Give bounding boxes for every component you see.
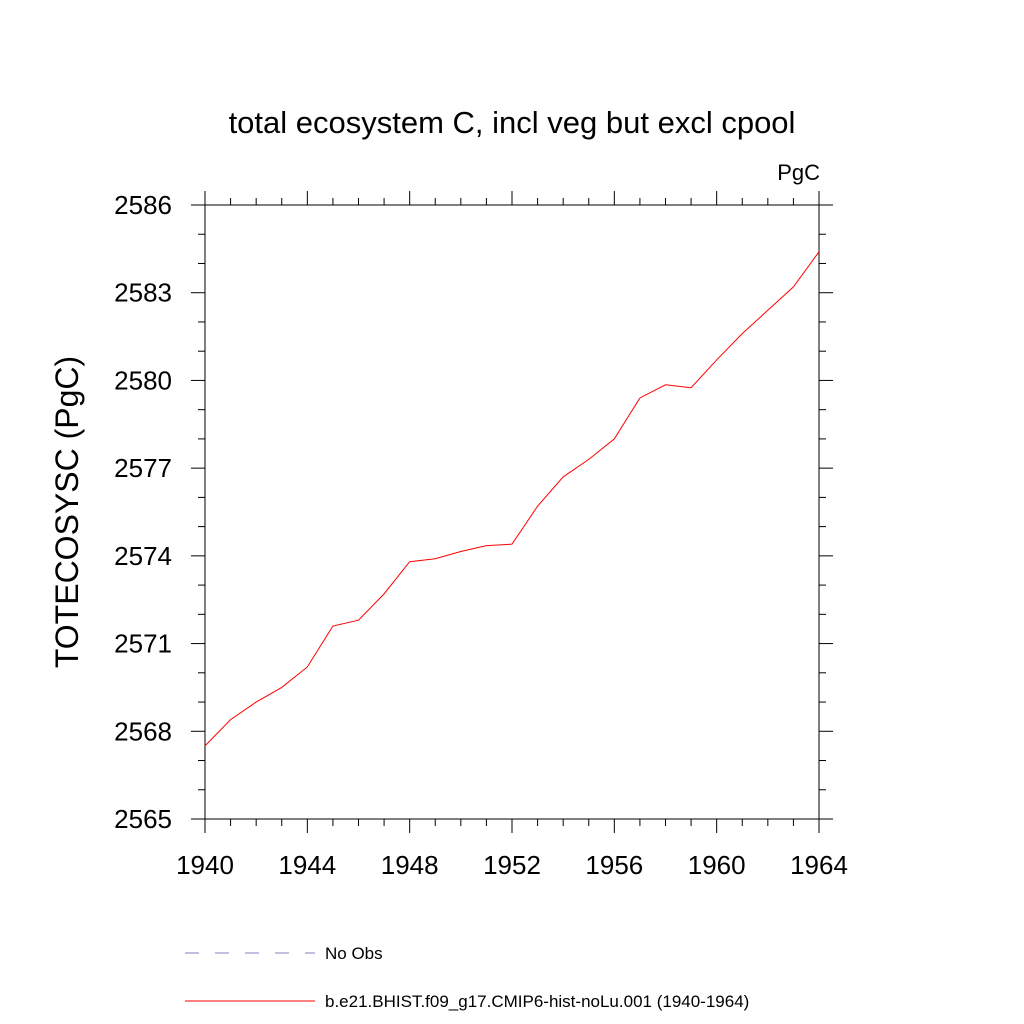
- x-tick-label: 1940: [176, 850, 234, 880]
- axis-tick-labels: 1940 1944 1948 1952 1956 1960 1964 2565 2568 2571…: [114, 190, 848, 880]
- y-tick-label: 2580: [114, 365, 172, 395]
- x-tick-label: 1944: [278, 850, 336, 880]
- y-tick-label: 2577: [114, 453, 172, 483]
- axis-ticks: [191, 191, 833, 833]
- y-tick-label: 2571: [114, 629, 172, 659]
- x-tick-label: 1956: [585, 850, 643, 880]
- legend-item-no-obs: No Obs: [185, 944, 383, 963]
- legend-label-model-run: b.e21.BHIST.f09_g17.CMIP6-hist-noLu.001 …: [325, 992, 749, 1011]
- legend-label-no-obs: No Obs: [325, 944, 383, 963]
- series-group: [204, 251, 820, 747]
- legend: No Obs b.e21.BHIST.f09_g17.CMIP6-hist-no…: [185, 944, 749, 1011]
- x-tick-label: 1960: [688, 850, 746, 880]
- chart-title: total ecosystem C, incl veg but excl cpo…: [229, 105, 796, 140]
- legend-item-model-run: b.e21.BHIST.f09_g17.CMIP6-hist-noLu.001 …: [185, 992, 749, 1011]
- y-tick-label: 2568: [114, 716, 172, 746]
- series-line-0: [204, 251, 820, 747]
- units-label: PgC: [777, 160, 820, 185]
- x-tick-label: 1952: [483, 850, 541, 880]
- y-axis-label: TOTECOSYSC (PgC): [49, 356, 85, 668]
- plot-frame: [204, 204, 820, 820]
- y-tick-label: 2586: [114, 190, 172, 220]
- y-tick-label: 2565: [114, 804, 172, 834]
- y-tick-label: 2583: [114, 278, 172, 308]
- x-tick-label: 1948: [381, 850, 439, 880]
- y-tick-label: 2574: [114, 541, 172, 571]
- x-tick-label: 1964: [790, 850, 848, 880]
